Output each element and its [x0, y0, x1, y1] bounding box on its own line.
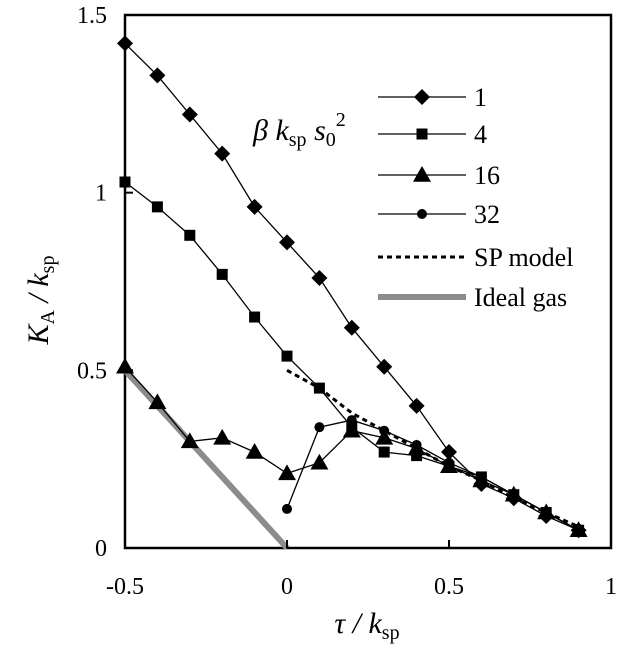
series-4-point	[411, 450, 423, 462]
legend-4-label: 4	[474, 120, 487, 149]
y-tick-label: 1	[95, 181, 107, 207]
series-1-point	[505, 490, 522, 507]
y-tick-label: 0	[95, 536, 107, 562]
series-1-point	[538, 508, 555, 525]
series-16-point	[148, 393, 167, 410]
series-4-point	[216, 268, 228, 280]
series-1-point	[408, 397, 425, 414]
series-1-point	[181, 106, 198, 123]
series-4-point	[378, 446, 390, 458]
series-32-point	[282, 503, 292, 514]
series-16-point	[375, 428, 394, 445]
x-axis-label: τ / ksp	[334, 607, 399, 644]
series-1-point	[473, 476, 490, 493]
series-1-point	[570, 522, 587, 539]
plot-frame	[123, 13, 613, 550]
series-16-point	[310, 453, 329, 470]
series-1-point	[343, 319, 360, 336]
series-4-point	[313, 382, 325, 394]
series-4-point	[281, 350, 293, 362]
y-tick-label: 1.5	[77, 3, 107, 29]
series-1-point	[279, 234, 295, 251]
legend-32-label: 32	[474, 200, 500, 229]
series-4-point	[443, 460, 455, 472]
series-1-point	[441, 444, 457, 461]
series-32-point	[314, 422, 325, 433]
x-tick-label: 1	[605, 574, 617, 600]
legend-sp-model-label: SP model	[474, 243, 573, 272]
series-4-point	[249, 311, 261, 323]
legend-1-marker	[414, 89, 430, 105]
series-1-point	[117, 35, 133, 52]
series-1-point	[149, 67, 166, 84]
legend-1-label: 1	[474, 83, 487, 112]
legend-16-label: 16	[474, 161, 500, 190]
y-axis-label: KA / ksp	[22, 256, 59, 346]
series-16-point	[213, 428, 232, 445]
x-tick-label: -0.5	[106, 574, 144, 600]
series-16-point	[278, 464, 296, 481]
legend-32-marker	[417, 209, 427, 219]
x-tick-label: 0.5	[434, 574, 464, 600]
legend-4-marker	[416, 128, 428, 140]
series-1-point	[376, 358, 393, 375]
series-1-point	[214, 145, 231, 162]
y-tick-label: 0.5	[77, 358, 107, 384]
series-16-point	[245, 443, 264, 459]
series-4-point	[346, 421, 358, 433]
series-sp-model-line	[286, 368, 580, 529]
series-16-point	[180, 432, 199, 449]
series-ideal-gas-line	[122, 368, 290, 551]
series-4-point	[119, 176, 131, 188]
series-1-point	[311, 269, 328, 286]
x-tick-label: 0	[281, 574, 293, 600]
legend-title: β ksp s02	[252, 109, 346, 151]
series-4-point	[151, 201, 163, 213]
legend-ideal-gas-label: Ideal gas	[474, 283, 567, 312]
series-32-line	[286, 419, 579, 531]
series-4-point	[184, 229, 196, 241]
series-1-point	[246, 198, 263, 215]
legend-16-marker	[413, 166, 431, 182]
